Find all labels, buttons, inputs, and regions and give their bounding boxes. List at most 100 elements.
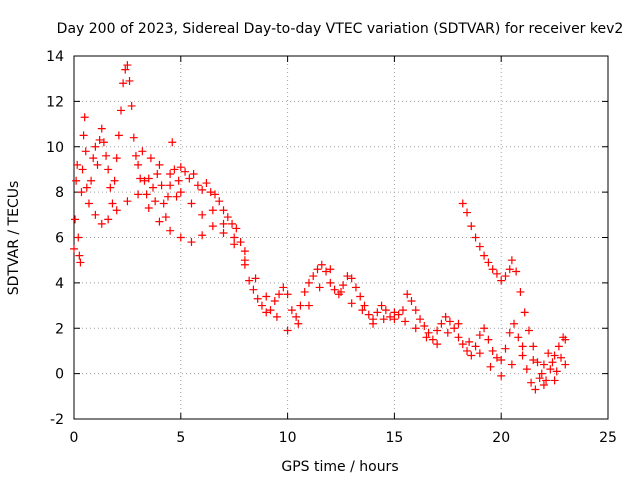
data-point — [433, 340, 442, 349]
data-point — [317, 260, 326, 269]
data-point — [89, 154, 98, 163]
data-point — [257, 301, 266, 310]
data-point — [480, 324, 489, 333]
y-tick-label: 14 — [46, 49, 64, 65]
data-point — [347, 299, 356, 308]
data-point — [484, 258, 493, 267]
data-point — [210, 190, 219, 199]
data-point — [114, 131, 123, 140]
data-point — [187, 199, 196, 208]
x-tick-label: 25 — [599, 430, 617, 446]
data-point — [123, 197, 132, 206]
data-point — [153, 169, 162, 178]
data-point — [292, 312, 301, 321]
data-point — [497, 371, 506, 380]
data-point — [230, 233, 239, 242]
data-point — [262, 308, 271, 317]
data-point — [134, 190, 143, 199]
data-point — [484, 335, 493, 344]
data-point — [270, 297, 279, 306]
data-point — [411, 306, 420, 315]
data-point — [557, 353, 566, 362]
data-point — [70, 244, 78, 253]
data-point — [398, 306, 407, 315]
data-point — [458, 199, 467, 208]
data-point — [127, 101, 136, 110]
data-point — [450, 324, 459, 333]
data-point — [163, 192, 172, 201]
data-point — [546, 365, 555, 374]
data-point — [492, 269, 501, 278]
x-tick-label: 0 — [70, 430, 79, 446]
data-point — [279, 283, 288, 292]
data-point — [74, 233, 83, 242]
data-point — [524, 326, 533, 335]
data-point — [501, 272, 510, 281]
data-point — [151, 197, 160, 206]
data-point — [78, 165, 87, 174]
data-point — [326, 265, 335, 274]
data-point — [475, 331, 484, 340]
data-point — [116, 106, 125, 115]
data-point — [93, 160, 102, 169]
data-point — [198, 185, 207, 194]
data-point — [531, 385, 540, 394]
data-point — [102, 151, 111, 160]
data-point — [379, 315, 388, 324]
data-point — [554, 342, 563, 351]
data-point — [339, 281, 348, 290]
data-point — [75, 251, 84, 260]
y-axis-label: SDTVAR / TECUs — [6, 181, 22, 296]
data-point — [561, 360, 570, 369]
data-point — [155, 217, 164, 226]
data-point — [486, 362, 495, 371]
data-point — [140, 176, 149, 185]
data-point — [240, 247, 249, 256]
data-point — [401, 317, 410, 326]
data-point — [347, 274, 356, 283]
data-point — [155, 160, 164, 169]
data-point — [125, 76, 134, 85]
data-point — [157, 181, 166, 190]
data-point — [112, 154, 121, 163]
data-point — [416, 315, 425, 324]
data-point — [119, 79, 128, 88]
data-point — [181, 167, 190, 176]
data-point — [219, 228, 228, 237]
data-point — [187, 238, 196, 247]
data-point — [80, 113, 89, 122]
data-point — [454, 319, 463, 328]
data-point — [138, 147, 147, 156]
data-point — [82, 183, 91, 192]
data-point — [507, 360, 516, 369]
data-point — [309, 272, 318, 281]
data-point — [144, 204, 153, 213]
y-tick-label: 12 — [46, 94, 64, 110]
data-point — [266, 306, 275, 315]
data-point — [467, 222, 476, 231]
data-point — [77, 188, 86, 197]
y-tick-label: 0 — [55, 367, 64, 383]
data-point — [104, 215, 113, 224]
data-point — [81, 147, 90, 156]
data-point — [330, 285, 339, 294]
data-point — [326, 278, 335, 287]
data-point — [166, 226, 175, 235]
data-point — [73, 160, 82, 169]
data-point — [529, 342, 538, 351]
data-point — [97, 124, 106, 133]
data-point — [377, 301, 386, 310]
data-point — [95, 135, 104, 144]
data-point — [437, 319, 446, 328]
data-point — [550, 351, 559, 360]
data-point — [71, 215, 80, 224]
data-point — [174, 176, 183, 185]
data-point — [407, 297, 416, 306]
data-point — [172, 192, 181, 201]
data-point — [313, 265, 322, 274]
data-point — [394, 310, 403, 319]
data-point — [550, 376, 559, 385]
data-point — [390, 308, 399, 317]
data-point — [294, 319, 303, 328]
data-point — [381, 306, 390, 315]
